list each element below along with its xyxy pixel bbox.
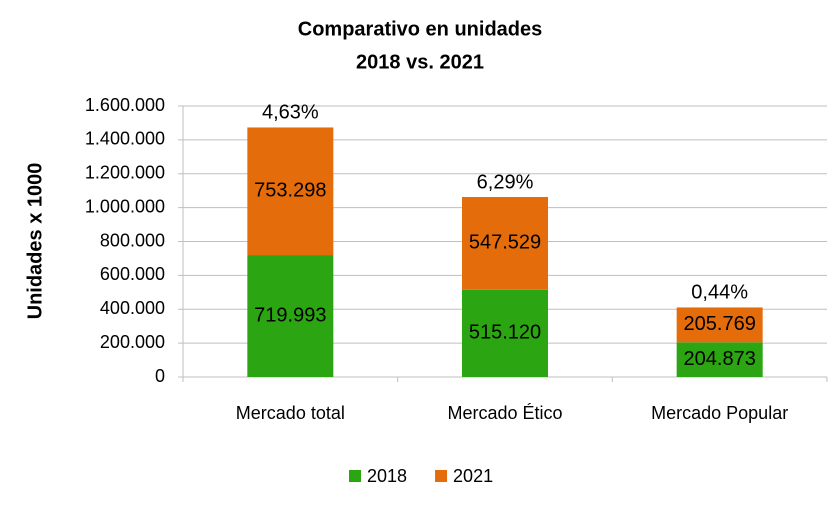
y-axis-label: Unidades x 1000	[24, 163, 46, 320]
x-tick-label: Mercado Popular	[651, 403, 788, 423]
bar-segment	[247, 255, 334, 377]
value-label: 204.873	[684, 348, 756, 370]
bar-segment	[462, 197, 548, 290]
bar-segment	[462, 289, 548, 377]
bar-segment	[676, 307, 763, 343]
value-label: 753.298	[254, 180, 326, 202]
annotation: 0,44%	[691, 282, 748, 304]
y-tick-label: 400.000	[100, 298, 165, 318]
y-tick-label: 600.000	[100, 264, 165, 284]
value-label: 205.769	[684, 313, 756, 335]
annotation: 4,63%	[262, 102, 319, 124]
y-tick-label: 200.000	[100, 332, 165, 352]
legend-label: 2021	[453, 466, 493, 486]
value-label: 547.529	[469, 232, 541, 254]
y-tick-label: 1.600.000	[85, 95, 165, 115]
bar-segment	[247, 127, 334, 256]
y-tick-label: 0	[155, 366, 165, 386]
bar-segment	[676, 342, 763, 377]
x-tick-label: Mercado total	[236, 403, 345, 423]
chart-title: Comparativo en unidades	[298, 18, 543, 40]
y-tick-label: 1.200.000	[85, 163, 165, 183]
x-tick-label: Mercado Ético	[447, 403, 562, 423]
legend-label: 2018	[367, 466, 407, 486]
y-tick-label: 800.000	[100, 230, 165, 250]
legend-swatch	[349, 470, 361, 482]
legend-swatch	[435, 470, 448, 482]
y-tick-label: 1.000.000	[85, 196, 165, 216]
y-tick-label: 1.400.000	[85, 129, 165, 149]
value-label: 515.120	[469, 322, 541, 344]
chart-subtitle: 2018 vs. 2021	[356, 51, 484, 73]
value-label: 719.993	[254, 304, 326, 326]
annotation: 6,29%	[477, 171, 534, 193]
